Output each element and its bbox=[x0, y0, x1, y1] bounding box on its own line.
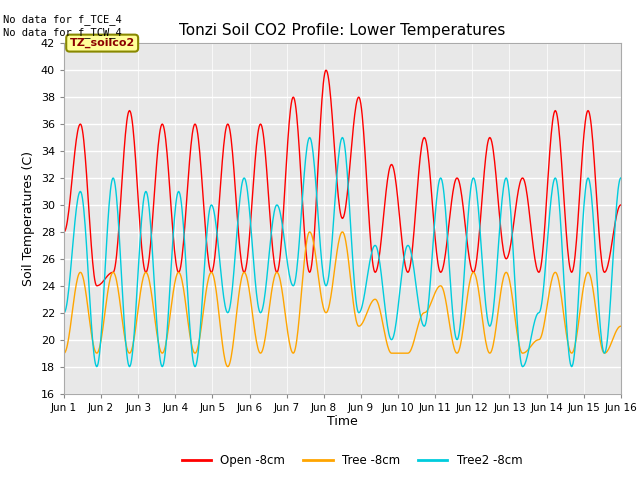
Open -8cm bbox=[322, 67, 330, 73]
Open -8cm bbox=[285, 129, 292, 134]
Tree2 -8cm bbox=[285, 267, 292, 273]
Line: Tree2 -8cm: Tree2 -8cm bbox=[64, 138, 621, 367]
Line: Tree -8cm: Tree -8cm bbox=[64, 232, 621, 367]
Tree -8cm bbox=[60, 350, 68, 356]
Tree2 -8cm bbox=[93, 364, 100, 370]
X-axis label: Time: Time bbox=[327, 415, 358, 429]
Tree2 -8cm bbox=[617, 175, 625, 181]
Text: No data for f_TCE_4
No data for f_TCW_4: No data for f_TCE_4 No data for f_TCW_4 bbox=[3, 14, 122, 38]
Tree -8cm bbox=[236, 283, 244, 289]
Open -8cm bbox=[487, 137, 495, 143]
Open -8cm bbox=[302, 252, 310, 257]
Line: Open -8cm: Open -8cm bbox=[64, 70, 621, 286]
Tree -8cm bbox=[617, 324, 625, 329]
Title: Tonzi Soil CO2 Profile: Lower Temperatures: Tonzi Soil CO2 Profile: Lower Temperatur… bbox=[179, 23, 506, 38]
Tree -8cm bbox=[193, 349, 200, 355]
Tree2 -8cm bbox=[306, 135, 314, 141]
Open -8cm bbox=[193, 127, 201, 132]
Open -8cm bbox=[93, 283, 100, 288]
Tree2 -8cm bbox=[193, 358, 201, 363]
Y-axis label: Soil Temperatures (C): Soil Temperatures (C) bbox=[22, 151, 35, 286]
Tree2 -8cm bbox=[236, 195, 244, 201]
Text: TZ_soilco2: TZ_soilco2 bbox=[70, 38, 135, 48]
Open -8cm bbox=[60, 229, 68, 235]
Tree2 -8cm bbox=[487, 321, 495, 326]
Open -8cm bbox=[617, 202, 625, 208]
Tree -8cm bbox=[285, 335, 292, 340]
Tree2 -8cm bbox=[302, 150, 310, 156]
Tree -8cm bbox=[487, 349, 495, 355]
Open -8cm bbox=[236, 248, 244, 253]
Tree -8cm bbox=[224, 364, 232, 370]
Tree2 -8cm bbox=[150, 276, 158, 282]
Open -8cm bbox=[150, 195, 158, 201]
Tree -8cm bbox=[150, 305, 157, 311]
Legend: Open -8cm, Tree -8cm, Tree2 -8cm: Open -8cm, Tree -8cm, Tree2 -8cm bbox=[177, 449, 527, 472]
Tree -8cm bbox=[302, 241, 310, 247]
Tree2 -8cm bbox=[60, 310, 68, 316]
Tree -8cm bbox=[306, 229, 314, 235]
